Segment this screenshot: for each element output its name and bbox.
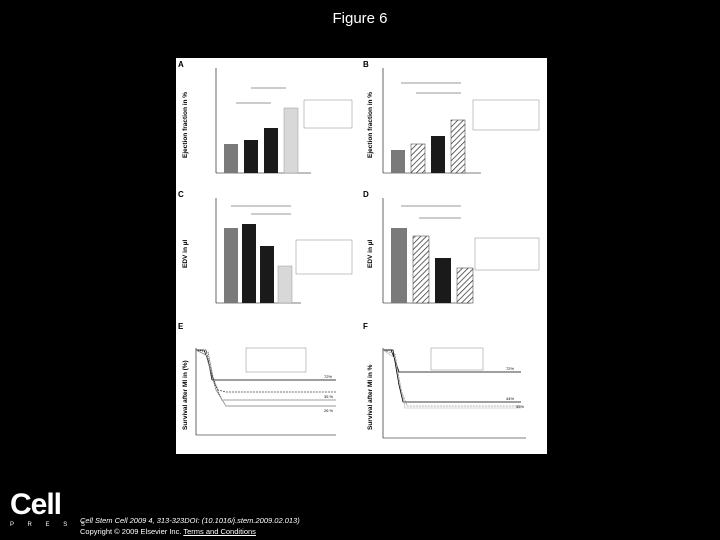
survival-curve: [382, 349, 521, 407]
survival-curve: [196, 349, 336, 393]
end-label: 26 %: [324, 408, 334, 413]
bar: [450, 119, 466, 174]
end-label: 35 %: [324, 394, 334, 399]
logo-subtext: P R E S S: [10, 522, 91, 528]
panel-b: B Ejection fraction in %: [361, 58, 543, 186]
bar: [224, 228, 238, 303]
y-axis-label: Ejection fraction in %: [367, 91, 374, 158]
y-axis-label: Survival after MI in %: [367, 364, 374, 430]
citation: Cell Stem Cell 2009 4, 313-323DOI: (10.1…: [80, 515, 300, 537]
bar: [435, 258, 451, 303]
legend-box: [245, 347, 307, 373]
logo-text: Cell: [10, 488, 62, 521]
survival-chart-f: 72% 44% 35%: [382, 347, 526, 439]
end-label: 72%: [324, 374, 332, 379]
y-axis-label: Survival after MI in (%): [182, 360, 189, 430]
survival-chart-e: 72% 35 % 26 %: [195, 347, 336, 436]
legend-box: [430, 347, 484, 371]
bar: [260, 246, 274, 303]
bar: [264, 128, 278, 173]
legend-box: [295, 239, 353, 275]
bar: [391, 228, 407, 303]
terms-link[interactable]: Terms and Conditions: [183, 527, 256, 536]
panel-label: B: [363, 60, 369, 69]
bar: [277, 265, 293, 304]
bar: [456, 267, 474, 304]
legend-box: [474, 237, 540, 271]
panel-c: C EDV in µl: [176, 188, 358, 316]
bar: [391, 150, 405, 173]
figure-title: Figure 6: [332, 10, 388, 27]
copyright-line: Copyright © 2009 Elsevier Inc. Terms and…: [80, 526, 300, 537]
panel-label: E: [178, 322, 184, 331]
bar: [410, 143, 426, 174]
bar: [412, 235, 430, 304]
legend-box: [472, 99, 540, 131]
panel-label: D: [363, 190, 369, 199]
survival-curve: [383, 349, 521, 403]
bar: [224, 144, 238, 173]
y-axis-label: EDV in µl: [182, 239, 189, 268]
y-axis-label: Ejection fraction in %: [182, 91, 189, 158]
copyright-text: Copyright © 2009 Elsevier Inc.: [80, 527, 182, 536]
y-axis-label: EDV in µl: [367, 239, 374, 268]
panel-a: A Ejection fraction in %: [176, 58, 358, 186]
bar: [431, 136, 445, 173]
end-label: 35%: [516, 404, 524, 409]
panel-label: F: [363, 322, 368, 331]
bar: [283, 107, 299, 174]
survival-curve: [382, 349, 521, 409]
legend-box: [303, 99, 353, 129]
bar-chart-a: [215, 68, 353, 174]
panel-f: F Survival after MI in % 72% 44% 35%: [361, 320, 543, 448]
panel-label: C: [178, 190, 184, 199]
panel-e: E Survival after MI in (%) 72% 35 % 26 %: [176, 320, 358, 448]
bar-chart-b: [382, 68, 540, 174]
end-label: 44%: [506, 396, 514, 401]
bar: [244, 140, 258, 173]
cell-press-logo: Cell P R E S S: [10, 488, 91, 529]
survival-curve: [195, 349, 336, 407]
panel-label: A: [178, 60, 184, 69]
panel-d: D EDV in µl: [361, 188, 543, 316]
citation-line: Cell Stem Cell 2009 4, 313-323DOI: (10.1…: [80, 516, 300, 525]
bar: [242, 224, 256, 303]
bar-chart-d: [382, 198, 540, 304]
end-label: 72%: [506, 366, 514, 371]
bar-chart-c: [215, 198, 353, 304]
figure-panels: A Ejection fraction in % B Ejection frac…: [176, 58, 547, 454]
